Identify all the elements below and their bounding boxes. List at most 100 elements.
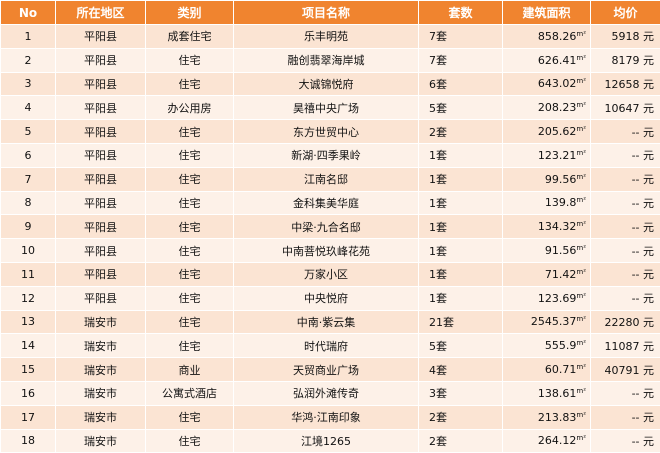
cell-area: 555.9m² xyxy=(503,334,591,358)
cell-area: 208.23m² xyxy=(503,96,591,120)
cell-no: 5 xyxy=(1,120,56,144)
area-value: 138.61 xyxy=(538,387,577,400)
cell-area: 264.12m² xyxy=(503,429,591,453)
cell-area: 123.69m² xyxy=(503,286,591,310)
area-unit: m² xyxy=(576,173,586,181)
cell-type: 住宅 xyxy=(146,405,234,429)
cell-region: 平阳县 xyxy=(56,215,146,239)
cell-project-name: 华鸿·江南印象 xyxy=(234,405,419,429)
header-price: 均价 xyxy=(591,1,660,25)
cell-sets: 1套 xyxy=(419,191,503,215)
cell-area: 138.61m² xyxy=(503,381,591,405)
cell-price: 8179 元 xyxy=(591,48,660,72)
cell-project-name: 中梁·九合名邸 xyxy=(234,215,419,239)
area-value: 213.83 xyxy=(538,411,577,424)
cell-price: -- 元 xyxy=(591,429,660,453)
cell-sets: 2套 xyxy=(419,429,503,453)
cell-area: 60.71m² xyxy=(503,358,591,382)
cell-sets: 1套 xyxy=(419,239,503,263)
cell-price: 11087 元 xyxy=(591,334,660,358)
cell-type: 住宅 xyxy=(146,72,234,96)
cell-no: 13 xyxy=(1,310,56,334)
cell-price: -- 元 xyxy=(591,120,660,144)
cell-price: -- 元 xyxy=(591,286,660,310)
cell-project-name: 万家小区 xyxy=(234,262,419,286)
cell-project-name: 东方世贸中心 xyxy=(234,120,419,144)
area-unit: m² xyxy=(576,339,586,347)
area-unit: m² xyxy=(576,315,586,323)
cell-type: 住宅 xyxy=(146,48,234,72)
cell-price: 40791 元 xyxy=(591,358,660,382)
cell-price: -- 元 xyxy=(591,215,660,239)
cell-sets: 2套 xyxy=(419,120,503,144)
area-unit: m² xyxy=(576,434,586,442)
cell-project-name: 弘润外滩传奇 xyxy=(234,381,419,405)
cell-region: 瑞安市 xyxy=(56,381,146,405)
cell-area: 643.02m² xyxy=(503,72,591,96)
cell-type: 住宅 xyxy=(146,191,234,215)
area-value: 91.56 xyxy=(545,244,577,257)
area-unit: m² xyxy=(576,77,586,85)
cell-no: 16 xyxy=(1,381,56,405)
cell-type: 住宅 xyxy=(146,215,234,239)
cell-no: 14 xyxy=(1,334,56,358)
cell-area: 71.42m² xyxy=(503,262,591,286)
area-value: 208.23 xyxy=(538,101,577,114)
cell-sets: 21套 xyxy=(419,310,503,334)
header-type: 类别 xyxy=(146,1,234,25)
cell-region: 平阳县 xyxy=(56,72,146,96)
cell-price: -- 元 xyxy=(591,143,660,167)
area-unit: m² xyxy=(576,387,586,395)
cell-sets: 4套 xyxy=(419,358,503,382)
cell-sets: 1套 xyxy=(419,215,503,239)
area-value: 123.69 xyxy=(538,292,577,305)
cell-sets: 1套 xyxy=(419,167,503,191)
cell-project-name: 时代瑞府 xyxy=(234,334,419,358)
area-unit: m² xyxy=(576,268,586,276)
cell-project-name: 天贸商业广场 xyxy=(234,358,419,382)
cell-type: 住宅 xyxy=(146,334,234,358)
cell-area: 858.26m² xyxy=(503,25,591,49)
cell-area: 91.56m² xyxy=(503,239,591,263)
area-value: 2545.37 xyxy=(531,315,577,328)
area-value: 71.42 xyxy=(545,268,577,281)
header-name: 项目名称 xyxy=(234,1,419,25)
cell-no: 6 xyxy=(1,143,56,167)
cell-price: -- 元 xyxy=(591,191,660,215)
area-value: 134.32 xyxy=(538,220,577,233)
cell-type: 住宅 xyxy=(146,239,234,263)
area-value: 858.26 xyxy=(538,30,577,43)
cell-project-name: 新湖·四季果岭 xyxy=(234,143,419,167)
header-no: No xyxy=(1,1,56,25)
area-unit: m² xyxy=(576,30,586,38)
cell-sets: 1套 xyxy=(419,286,503,310)
area-value: 555.9 xyxy=(545,339,577,352)
cell-no: 8 xyxy=(1,191,56,215)
cell-project-name: 中央悦府 xyxy=(234,286,419,310)
cell-sets: 5套 xyxy=(419,96,503,120)
cell-type: 公寓式酒店 xyxy=(146,381,234,405)
cell-area: 626.41m² xyxy=(503,48,591,72)
cell-no: 12 xyxy=(1,286,56,310)
cell-type: 住宅 xyxy=(146,286,234,310)
area-unit: m² xyxy=(576,101,586,109)
cell-type: 住宅 xyxy=(146,429,234,453)
cell-price: -- 元 xyxy=(591,167,660,191)
cell-region: 瑞安市 xyxy=(56,405,146,429)
area-value: 205.62 xyxy=(538,125,577,138)
cell-area: 99.56m² xyxy=(503,167,591,191)
area-value: 60.71 xyxy=(545,363,577,376)
area-value: 643.02 xyxy=(538,77,577,90)
cell-area: 213.83m² xyxy=(503,405,591,429)
cell-no: 15 xyxy=(1,358,56,382)
area-unit: m² xyxy=(576,363,586,371)
cell-price: -- 元 xyxy=(591,239,660,263)
cell-sets: 2套 xyxy=(419,405,503,429)
cell-project-name: 江南名邸 xyxy=(234,167,419,191)
